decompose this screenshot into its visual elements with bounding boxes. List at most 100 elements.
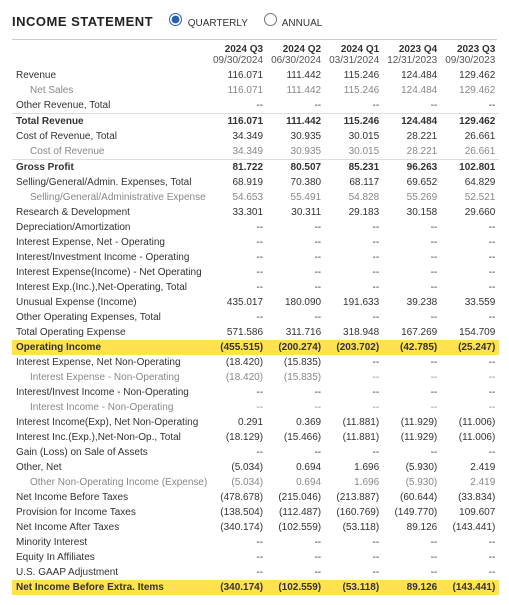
period-option-quarterly[interactable]: QUARTERLY — [164, 18, 251, 29]
cell-value: 69.652 — [383, 175, 441, 190]
cell-value: (5.034) — [209, 475, 267, 490]
cell-value: 111.442 — [267, 83, 325, 98]
cell-value: -- — [325, 400, 383, 415]
cell-value: -- — [209, 445, 267, 460]
row-label: Interest/Invest Income - Non-Operating — [12, 385, 209, 400]
cell-value: 191.633 — [325, 295, 383, 310]
cell-value: 167.269 — [383, 325, 441, 340]
cell-value: 55.269 — [383, 190, 441, 205]
cell-value: (11.929) — [383, 430, 441, 445]
table-row: Equity In Affiliates---------- — [12, 550, 499, 565]
table-row: Interest Expense, Net - Operating-------… — [12, 235, 499, 250]
cell-value: -- — [325, 445, 383, 460]
cell-value: -- — [441, 98, 499, 114]
row-label: Selling/General/Admin. Expenses, Total — [12, 175, 209, 190]
cell-value: -- — [325, 535, 383, 550]
row-label: Provision for Income Taxes — [12, 505, 209, 520]
cell-value: (18.129) — [209, 430, 267, 445]
row-label: Interest Exp.(Inc.),Net-Operating, Total — [12, 280, 209, 295]
table-row: Gain (Loss) on Sale of Assets---------- — [12, 445, 499, 460]
cell-value: (203.702) — [325, 340, 383, 355]
table-row: Interest Expense - Non-Operating(18.420)… — [12, 370, 499, 385]
cell-value: -- — [441, 550, 499, 565]
table-row: Provision for Income Taxes(138.504)(112.… — [12, 505, 499, 520]
cell-value: -- — [267, 265, 325, 280]
cell-value: -- — [383, 220, 441, 235]
cell-value: -- — [325, 550, 383, 565]
cell-value: -- — [267, 385, 325, 400]
cell-value: (33.834) — [441, 490, 499, 505]
cell-value: (11.881) — [325, 415, 383, 430]
table-row: Depreciation/Amortization---------- — [12, 220, 499, 235]
table-row: U.S. GAAP Adjustment---------- — [12, 565, 499, 580]
table-row: Research & Development33.30130.31129.183… — [12, 205, 499, 220]
table-row: Cost of Revenue34.34930.93530.01528.2212… — [12, 144, 499, 160]
row-label: Net Sales — [12, 83, 209, 98]
cell-value: -- — [325, 220, 383, 235]
row-label: Equity In Affiliates — [12, 550, 209, 565]
table-row: Net Income Before Taxes(478.678)(215.046… — [12, 490, 499, 505]
cell-value: (112.487) — [267, 505, 325, 520]
cell-value: 318.948 — [325, 325, 383, 340]
cell-value: -- — [267, 280, 325, 295]
row-label: Other Revenue, Total — [12, 98, 209, 114]
table-row: Other Operating Expenses, Total---------… — [12, 310, 499, 325]
radio-quarterly[interactable] — [169, 13, 182, 26]
table-row: Interest Exp.(Inc.),Net-Operating, Total… — [12, 280, 499, 295]
table-row: Selling/General/Administrative Expense54… — [12, 190, 499, 205]
row-label: Interest Expense - Non-Operating — [12, 370, 209, 385]
cell-value: 30.015 — [325, 144, 383, 160]
table-row: Unusual Expense (Income)435.017180.09019… — [12, 295, 499, 310]
cell-value: -- — [267, 310, 325, 325]
cell-value: 115.246 — [325, 83, 383, 98]
cell-value: -- — [441, 565, 499, 580]
cell-value: 2.419 — [441, 475, 499, 490]
cell-value: 29.660 — [441, 205, 499, 220]
cell-value: 30.311 — [267, 205, 325, 220]
cell-value: -- — [209, 535, 267, 550]
cell-value: -- — [325, 370, 383, 385]
cell-value: (143.441) — [441, 520, 499, 535]
cell-value: 180.090 — [267, 295, 325, 310]
row-label: Net Income Before Taxes — [12, 490, 209, 505]
table-row: Minority Interest---------- — [12, 535, 499, 550]
cell-value: 30.935 — [267, 144, 325, 160]
cell-value: -- — [325, 565, 383, 580]
cell-value: 33.559 — [441, 295, 499, 310]
period-option-annual[interactable]: ANNUAL — [259, 18, 323, 29]
col-4: 2023 Q309/30/2023 — [441, 42, 499, 68]
cell-value: 85.231 — [325, 160, 383, 176]
table-row: Interest Income(Exp), Net Non-Operating 0… — [12, 415, 499, 430]
cell-value: -- — [267, 550, 325, 565]
cell-value: (478.678) — [209, 490, 267, 505]
cell-value: (25.247) — [441, 340, 499, 355]
radio-annual[interactable] — [264, 13, 277, 26]
cell-value: 129.462 — [441, 114, 499, 130]
radio-quarterly-label: QUARTERLY — [188, 18, 248, 29]
cell-value: -- — [383, 310, 441, 325]
cell-value: -- — [441, 400, 499, 415]
cell-value: -- — [441, 280, 499, 295]
cell-value: -- — [383, 250, 441, 265]
cell-value: 0.369 — [267, 415, 325, 430]
cell-value: -- — [441, 445, 499, 460]
cell-value: 0.694 — [267, 475, 325, 490]
row-label: Other Operating Expenses, Total — [12, 310, 209, 325]
table-row: Other, Net(5.034)0.6941.696(5.930)2.419 — [12, 460, 499, 475]
cell-value: 111.442 — [267, 68, 325, 83]
cell-value: -- — [383, 535, 441, 550]
cell-value: -- — [325, 310, 383, 325]
cell-value: 1.696 — [325, 475, 383, 490]
income-statement-table: 2024 Q309/30/2024 2024 Q206/30/2024 2024… — [12, 42, 499, 595]
cell-value: -- — [383, 370, 441, 385]
row-label: Interest Income(Exp), Net Non-Operating — [12, 415, 209, 430]
cell-value: 68.117 — [325, 175, 383, 190]
row-label: Minority Interest — [12, 535, 209, 550]
cell-value: -- — [383, 445, 441, 460]
cell-value: -- — [209, 280, 267, 295]
table-row: Interest Expense, Net Non-Operating(18.4… — [12, 355, 499, 370]
cell-value: -- — [267, 400, 325, 415]
table-row: Interest/Invest Income - Non-Operating --… — [12, 385, 499, 400]
cell-value: 129.462 — [441, 83, 499, 98]
cell-value: 28.221 — [383, 144, 441, 160]
